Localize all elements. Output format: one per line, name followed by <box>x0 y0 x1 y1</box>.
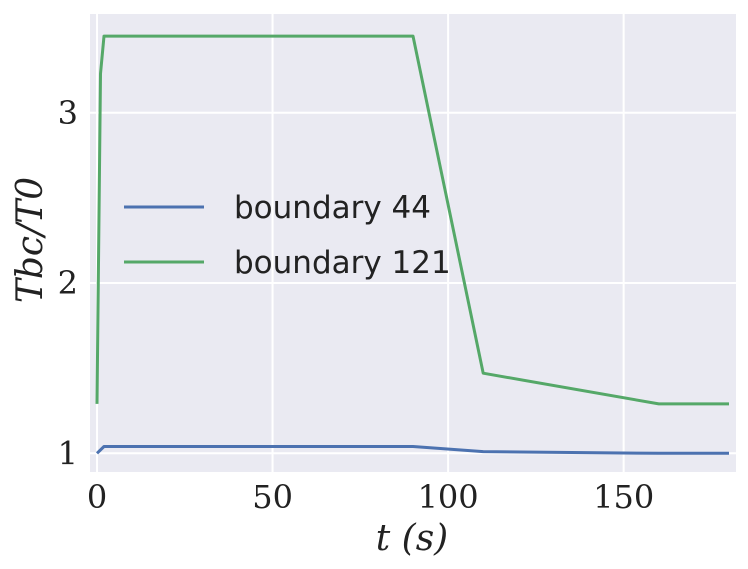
plot-area <box>90 14 736 472</box>
x-tick-label: 100 <box>418 478 479 516</box>
legend-label-boundary-121: boundary 121 <box>234 245 451 281</box>
x-tick-label: 50 <box>252 478 293 516</box>
x-tick-label: 0 <box>87 478 107 516</box>
series-line-boundary-121 <box>95 34 729 406</box>
series-line-boundary-44 <box>95 445 729 455</box>
series-lines <box>95 34 729 455</box>
y-tick-label: 1 <box>58 434 78 472</box>
legend-label-boundary-44: boundary 44 <box>234 190 431 226</box>
grid-lines <box>90 14 736 472</box>
y-tick-label: 2 <box>58 264 78 302</box>
y-tick-label: 3 <box>58 94 78 132</box>
legend: boundary 44 boundary 121 <box>124 190 451 281</box>
y-axis-label: Tbc/T0 <box>10 177 51 303</box>
y-tick-labels: 1 2 3 <box>58 94 78 473</box>
x-tick-labels: 0 50 100 150 <box>87 478 654 516</box>
x-axis-label: t (s) <box>376 518 448 559</box>
x-tick-label: 150 <box>593 478 654 516</box>
